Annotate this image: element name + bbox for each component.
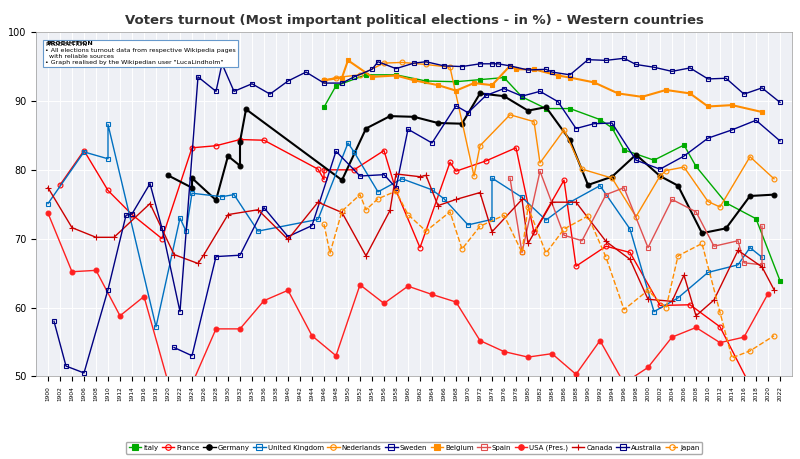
Text: PRODUCTION
• All elections turnout data from respective Wikipedia pages
  with r: PRODUCTION • All elections turnout data … [45,42,236,65]
Title: Voters turnout (Most important political elections - in %) - Western countries: Voters turnout (Most important political… [125,14,703,27]
Legend: Italy, France, Germany, United Kingdom, Nederlands, Sweden, Belgium, Spain, USA : Italy, France, Germany, United Kingdom, … [126,442,702,454]
Text: PRODUCTION: PRODUCTION [46,41,94,46]
